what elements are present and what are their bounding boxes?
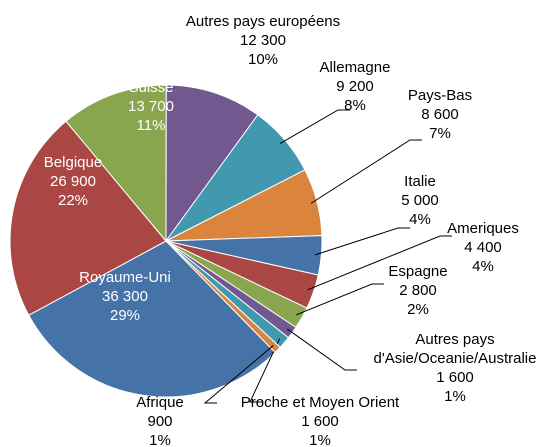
value-label: 36 300 xyxy=(102,288,148,305)
data-label: Autres pays d'Asie/Oceanie/Australie 1 60… xyxy=(360,330,550,406)
category-label: Pays-Bas xyxy=(407,87,473,104)
percent-label: 1% xyxy=(149,432,171,447)
percent-label: 2% xyxy=(407,301,429,318)
category-label: Suisse xyxy=(128,79,174,96)
value-label: 5 000 xyxy=(401,192,439,209)
value-label: 8 600 xyxy=(421,106,459,123)
value-label: 2 800 xyxy=(399,282,437,299)
pie-slice xyxy=(65,84,167,243)
data-label: Italie 5 000 4% xyxy=(401,172,439,229)
category-label: Royaume-Uni xyxy=(79,269,171,286)
pie-slice xyxy=(9,120,167,316)
value-label: 4 400 xyxy=(464,239,502,256)
percent-label: 22% xyxy=(57,192,89,209)
pie-slice xyxy=(165,84,259,243)
category-label: Autres pays d'Asie/Oceanie/Australie xyxy=(373,331,537,367)
category-label: Ameriques xyxy=(447,220,519,237)
category-label: Allemagne xyxy=(319,59,391,76)
category-label: Italie xyxy=(404,173,436,190)
value-label: 1 600 xyxy=(436,369,474,386)
data-label: Afrique 900 1% xyxy=(136,393,184,447)
pie-slice xyxy=(165,240,281,354)
value-label: 9 200 xyxy=(336,78,374,95)
data-label: Belgique 26 900 22% xyxy=(44,153,102,210)
value-label: 1 600 xyxy=(301,413,339,430)
leader-line xyxy=(203,345,274,404)
category-label: Proche et Moyen Orient xyxy=(240,394,400,411)
data-label: Royaume-Uni 36 300 29% xyxy=(79,268,171,325)
value-label: 26 900 xyxy=(50,173,96,190)
leader-line xyxy=(307,235,452,291)
percent-label: 7% xyxy=(429,125,451,142)
percent-label: 1% xyxy=(444,388,466,405)
value-label: 900 xyxy=(147,413,173,430)
pie-slice xyxy=(28,240,276,398)
leader-line xyxy=(296,283,384,316)
category-label: Espagne xyxy=(388,263,448,280)
leader-line xyxy=(310,139,422,204)
leader-line xyxy=(249,338,281,403)
data-label: Suisse 13 700 11% xyxy=(128,78,174,135)
value-label: 13 700 xyxy=(128,98,174,115)
percent-label: 11% xyxy=(136,117,166,134)
leader-line xyxy=(286,328,357,371)
data-label: Proche et Moyen Orient 1 600 1% xyxy=(241,393,399,447)
data-label: Ameriques 4 400 4% xyxy=(447,219,519,276)
percent-label: 10% xyxy=(247,51,279,68)
category-label: Afrique xyxy=(136,394,184,411)
leader-line xyxy=(279,109,350,145)
leader-line xyxy=(314,227,410,256)
value-label: 12 300 xyxy=(240,32,286,49)
percent-label: 4% xyxy=(472,258,494,275)
percent-label: 4% xyxy=(409,211,431,228)
category-label: Belgique xyxy=(43,154,103,171)
percent-label: 29% xyxy=(109,307,141,324)
data-label: Autres pays européens 12 300 10% xyxy=(186,12,340,69)
data-label: Espagne 2 800 2% xyxy=(388,262,447,319)
data-label: Allemagne 9 200 8% xyxy=(320,58,391,115)
percent-label: 8% xyxy=(344,97,366,114)
data-label: Pays-Bas 8 600 7% xyxy=(408,86,472,143)
percent-label: 1% xyxy=(309,432,331,447)
category-label: Autres pays européens xyxy=(185,13,341,30)
